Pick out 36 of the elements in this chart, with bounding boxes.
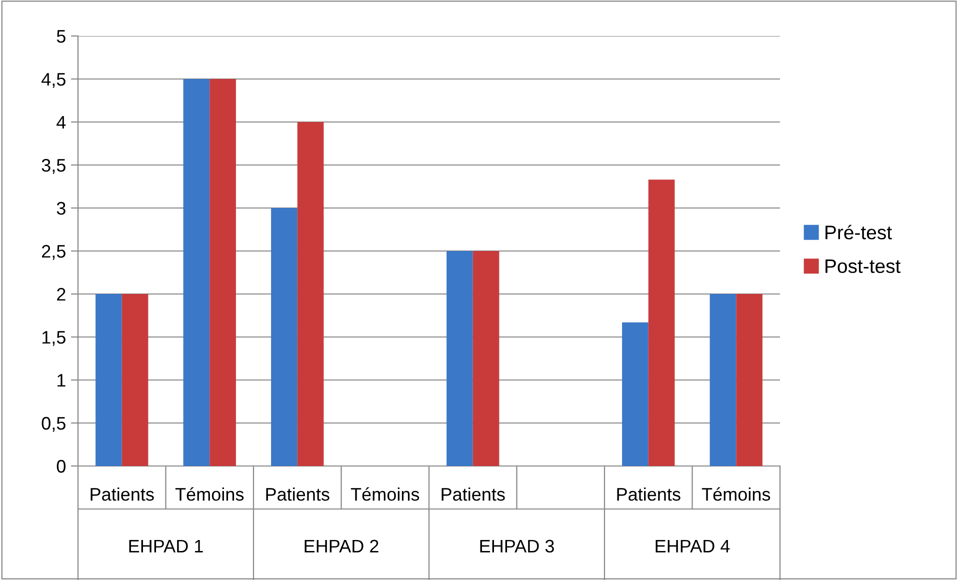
y-tick-label: 2 (57, 288, 66, 301)
y-tick-label: 5 (56, 30, 66, 43)
x-tick-label: Patients (442, 488, 505, 501)
bar (183, 79, 210, 466)
legend-label: Post-test (826, 259, 901, 274)
x-tick-label: Patients (90, 488, 154, 501)
bar (210, 79, 236, 466)
bar (297, 122, 324, 466)
bar (122, 294, 148, 466)
text: EHPAD 3 (480, 540, 554, 553)
bar (472, 251, 500, 466)
y-tick-label: 4 (56, 116, 66, 129)
y-tick-label: 0,5 (42, 416, 66, 432)
bar (648, 180, 675, 466)
bar (622, 322, 648, 466)
y-tick-label: 2,5 (42, 244, 66, 260)
text: EHPAD 4 (656, 540, 730, 552)
x-tick-label: Témoins (175, 487, 244, 501)
x-tick-label: Témoins (702, 487, 770, 501)
text: EHPAD 1 (129, 540, 203, 552)
x-tick-label: Patients (266, 488, 330, 501)
bar (271, 208, 298, 466)
y-tick-label: 0 (56, 460, 66, 473)
bar (446, 251, 473, 466)
text: EHPAD 2 (304, 540, 378, 552)
y-tick-label: 1,5 (42, 331, 66, 346)
bar (96, 294, 122, 466)
y-tick-label: 3 (56, 202, 66, 215)
bar (736, 294, 762, 466)
x-tick-label: Patients (617, 488, 680, 501)
y-tick-label: 4,5 (42, 73, 66, 88)
legend-label: Pré-test (826, 224, 892, 240)
x-tick-label: Témoins (350, 487, 420, 501)
y-tick-label: 1 (58, 374, 66, 387)
y-tick-label: 3,5 (42, 158, 66, 174)
bar (710, 294, 736, 466)
